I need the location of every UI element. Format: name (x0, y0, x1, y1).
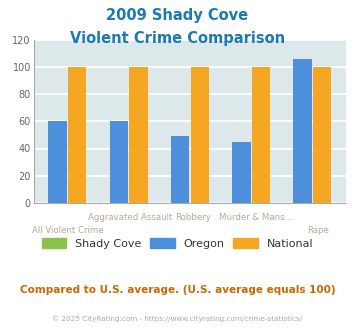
Bar (110, 121, 128, 203)
Bar (171, 136, 189, 203)
Bar (252, 67, 270, 203)
Text: Murder & Mans...: Murder & Mans... (219, 213, 292, 222)
Bar (129, 67, 148, 203)
Text: Violent Crime Comparison: Violent Crime Comparison (70, 31, 285, 46)
Text: Aggravated Assault: Aggravated Assault (88, 213, 173, 222)
Bar (68, 67, 86, 203)
Text: 2009 Shady Cove: 2009 Shady Cove (106, 8, 248, 23)
Bar (313, 67, 332, 203)
Bar (294, 59, 312, 203)
Text: Robbery: Robbery (175, 213, 211, 222)
Text: Rape: Rape (307, 226, 329, 235)
Text: Compared to U.S. average. (U.S. average equals 100): Compared to U.S. average. (U.S. average … (20, 285, 335, 295)
Bar (48, 121, 67, 203)
Bar (232, 142, 251, 203)
Legend: Shady Cove, Oregon, National: Shady Cove, Oregon, National (37, 234, 318, 253)
Text: All Violent Crime: All Violent Crime (32, 226, 104, 235)
Bar (191, 67, 209, 203)
Text: © 2025 CityRating.com - https://www.cityrating.com/crime-statistics/: © 2025 CityRating.com - https://www.city… (53, 315, 302, 322)
